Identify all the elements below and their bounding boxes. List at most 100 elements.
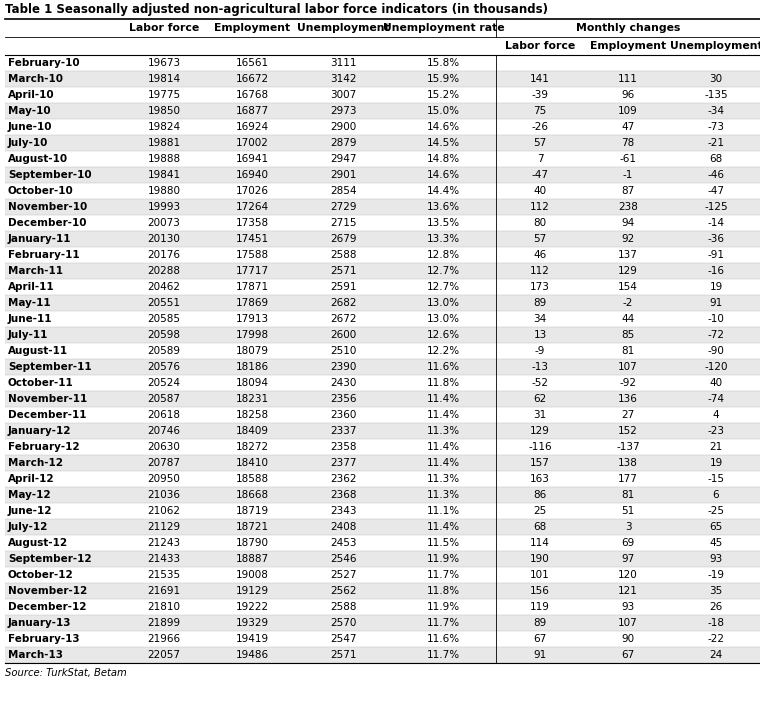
Text: 18079: 18079: [236, 346, 268, 356]
Text: March-12: March-12: [8, 458, 63, 468]
Bar: [5, 439, 760, 455]
Text: 19008: 19008: [236, 570, 268, 580]
Text: 19814: 19814: [147, 74, 181, 84]
Text: 19824: 19824: [147, 122, 181, 132]
Bar: [5, 311, 760, 327]
Text: 107: 107: [618, 618, 638, 628]
Text: 40: 40: [534, 186, 546, 196]
Text: -2: -2: [622, 298, 633, 308]
Bar: [5, 551, 760, 567]
Text: 68: 68: [709, 154, 723, 164]
Text: July-10: July-10: [8, 138, 49, 148]
Text: 2947: 2947: [331, 154, 356, 164]
Text: 16924: 16924: [236, 122, 268, 132]
Text: January-11: January-11: [8, 234, 71, 244]
Text: 17871: 17871: [236, 282, 268, 292]
Text: 16941: 16941: [236, 154, 268, 164]
Text: 11.3%: 11.3%: [427, 426, 460, 436]
Text: 11.3%: 11.3%: [427, 490, 460, 500]
Text: 7: 7: [537, 154, 543, 164]
Text: -25: -25: [708, 506, 724, 516]
Text: March-11: March-11: [8, 266, 63, 276]
Text: October-10: October-10: [8, 186, 74, 196]
Text: 21535: 21535: [147, 570, 181, 580]
Text: 15.8%: 15.8%: [427, 58, 460, 68]
Text: 20746: 20746: [147, 426, 181, 436]
Text: 15.2%: 15.2%: [427, 90, 460, 100]
Text: January-13: January-13: [8, 618, 71, 628]
Text: 19486: 19486: [236, 650, 268, 660]
Bar: [5, 503, 760, 519]
Text: -9: -9: [535, 346, 545, 356]
Text: 20551: 20551: [147, 298, 181, 308]
Text: 65: 65: [709, 522, 723, 532]
Bar: [5, 583, 760, 599]
Text: 31: 31: [534, 410, 546, 420]
Text: -90: -90: [708, 346, 724, 356]
Text: 19673: 19673: [147, 58, 181, 68]
Text: 109: 109: [618, 106, 638, 116]
Text: -137: -137: [616, 442, 640, 452]
Bar: [5, 375, 760, 391]
Text: 12.7%: 12.7%: [427, 266, 460, 276]
Text: 18668: 18668: [236, 490, 268, 500]
Text: 2900: 2900: [331, 122, 356, 132]
Text: 18231: 18231: [236, 394, 268, 404]
Bar: [5, 567, 760, 583]
Text: April-12: April-12: [8, 474, 55, 484]
Text: 87: 87: [622, 186, 635, 196]
Text: 19129: 19129: [236, 586, 268, 596]
Bar: [5, 183, 760, 199]
Text: 34: 34: [534, 314, 546, 324]
Text: December-10: December-10: [8, 218, 87, 228]
Bar: [5, 71, 760, 87]
Text: 129: 129: [618, 266, 638, 276]
Text: February-11: February-11: [8, 250, 80, 260]
Text: 81: 81: [622, 346, 635, 356]
Text: -72: -72: [708, 330, 724, 340]
Text: Source: TurkStat, Betam: Source: TurkStat, Betam: [5, 668, 127, 678]
Text: 2600: 2600: [331, 330, 356, 340]
Text: May-11: May-11: [8, 298, 51, 308]
Text: 47: 47: [622, 122, 635, 132]
Text: March-10: March-10: [8, 74, 63, 84]
Text: 190: 190: [530, 554, 550, 564]
Text: 57: 57: [534, 138, 546, 148]
Text: -16: -16: [708, 266, 724, 276]
Text: August-12: August-12: [8, 538, 68, 548]
Text: -15: -15: [708, 474, 724, 484]
Text: 119: 119: [530, 602, 550, 612]
Text: -116: -116: [528, 442, 552, 452]
Text: July-11: July-11: [8, 330, 49, 340]
Text: 20630: 20630: [147, 442, 180, 452]
Text: -125: -125: [705, 202, 728, 212]
Text: 94: 94: [622, 218, 635, 228]
Text: 11.7%: 11.7%: [427, 650, 460, 660]
Text: Unemployment: Unemployment: [670, 41, 760, 51]
Bar: [5, 87, 760, 103]
Text: November-11: November-11: [8, 394, 87, 404]
Text: December-11: December-11: [8, 410, 87, 420]
Text: 11.7%: 11.7%: [427, 570, 460, 580]
Bar: [5, 599, 760, 615]
Text: 17998: 17998: [236, 330, 268, 340]
Text: 14.6%: 14.6%: [427, 170, 460, 180]
Text: 2901: 2901: [331, 170, 356, 180]
Text: September-10: September-10: [8, 170, 92, 180]
Text: 101: 101: [530, 570, 550, 580]
Text: 86: 86: [534, 490, 546, 500]
Text: -46: -46: [708, 170, 724, 180]
Text: 19222: 19222: [236, 602, 268, 612]
Text: 17026: 17026: [236, 186, 268, 196]
Bar: [5, 519, 760, 535]
Text: May-10: May-10: [8, 106, 51, 116]
Text: 19888: 19888: [147, 154, 181, 164]
Text: 18588: 18588: [236, 474, 268, 484]
Text: 2679: 2679: [331, 234, 356, 244]
Text: 173: 173: [530, 282, 550, 292]
Text: -21: -21: [708, 138, 724, 148]
Text: 11.4%: 11.4%: [427, 410, 460, 420]
Text: 121: 121: [618, 586, 638, 596]
Text: 57: 57: [534, 234, 546, 244]
Text: 91: 91: [534, 650, 546, 660]
